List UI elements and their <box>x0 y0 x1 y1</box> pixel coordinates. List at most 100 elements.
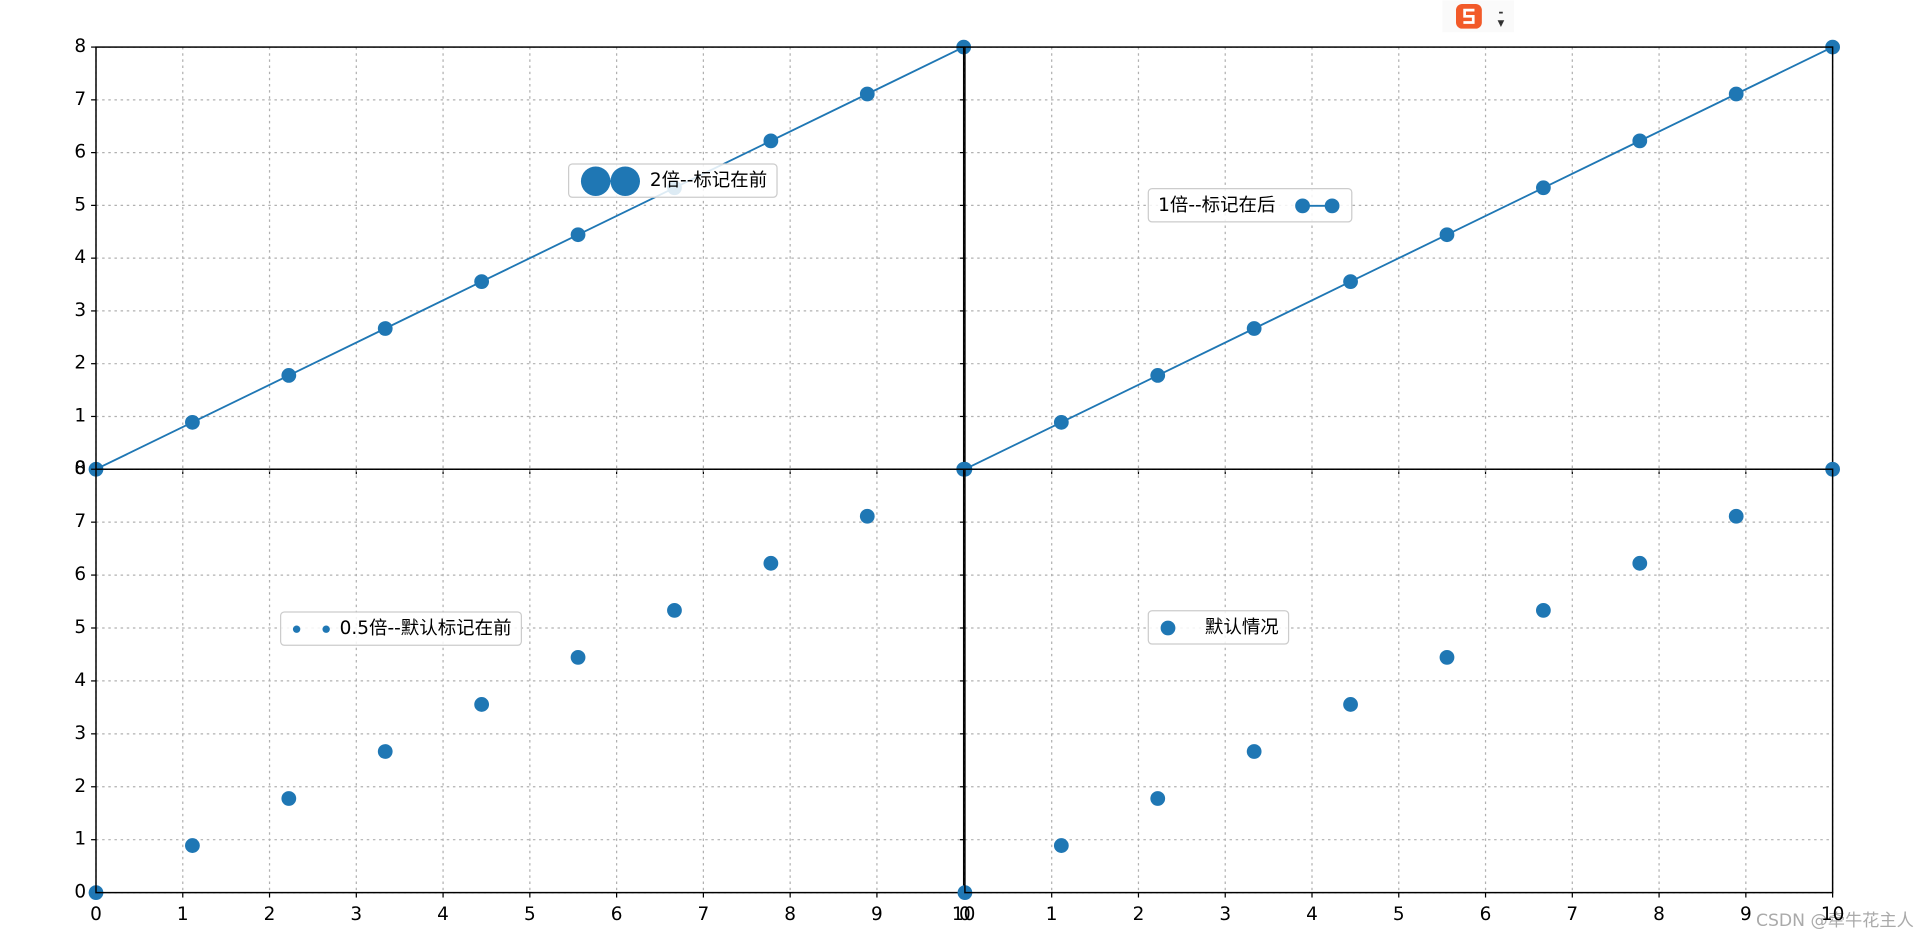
x-tick-label: 7 <box>698 904 710 925</box>
marker <box>377 321 393 336</box>
subplot: 0 1 2 3 4 5 6 7 8 <box>74 36 972 479</box>
legend-frame <box>1147 188 1353 223</box>
marker <box>763 555 779 571</box>
marker <box>281 791 297 806</box>
marker <box>1053 414 1069 430</box>
y-tick-label: 1 <box>74 405 86 426</box>
y-tick-label: 7 <box>74 511 86 532</box>
y-tick-label: 7 <box>74 89 86 110</box>
x-tick-label: 9 <box>1740 904 1752 925</box>
x-tick-label: 10 <box>952 904 975 925</box>
x-tick-label: 9 <box>871 904 883 925</box>
x-tick-label: 0 <box>90 904 102 925</box>
x-tick-label: 4 <box>437 904 449 925</box>
marker <box>667 602 682 618</box>
legend-frame <box>1147 610 1290 645</box>
legend-marker <box>322 625 330 633</box>
legend-marker <box>1295 198 1310 214</box>
marker <box>185 414 200 430</box>
subplot <box>957 39 1840 477</box>
y-tick-label: 2 <box>74 353 86 374</box>
legend-label: 2倍--标记在前 <box>650 170 767 191</box>
marker <box>1053 838 1069 853</box>
y-tick-label: 5 <box>74 617 86 638</box>
marker <box>1536 602 1551 618</box>
y-tick-label: 6 <box>74 142 86 163</box>
legend-marker <box>292 625 301 633</box>
y-tick-label: 2 <box>74 776 86 797</box>
marker <box>859 508 875 524</box>
legend-label: 0.5倍--默认标记在前 <box>340 618 512 639</box>
x-tick-label: 3 <box>350 904 362 925</box>
toolbar-icon[interactable] <box>1442 0 1514 33</box>
legend: 1倍--标记在后 <box>1147 188 1353 223</box>
marker <box>281 368 297 383</box>
line <box>964 46 1834 471</box>
marker <box>474 697 490 712</box>
marker <box>570 227 586 243</box>
x-tick-label: 6 <box>1480 904 1492 925</box>
x-tick-label: 7 <box>1566 904 1578 925</box>
y-tick-label: 6 <box>74 564 86 585</box>
marker <box>1343 697 1358 712</box>
x-tick-label: 2 <box>1133 904 1145 925</box>
y-tick-label: 5 <box>74 194 86 215</box>
y-tick-label: 1 <box>74 829 86 850</box>
watermark: CSDN @牵牛花主人 <box>1756 911 1914 931</box>
legend-label: 1倍--标记在后 <box>1158 195 1275 216</box>
marker <box>1632 555 1648 571</box>
marker <box>1728 508 1744 524</box>
legend-marker <box>1324 198 1340 214</box>
x-tick-label: 8 <box>1653 904 1665 925</box>
subplot: 0 1 2 3 4 5 6 7 8 9 10 <box>957 461 1844 925</box>
x-tick-label: 3 <box>1219 904 1231 925</box>
y-tick-label: 8 <box>74 458 86 479</box>
x-tick-label: 10 <box>1821 904 1844 925</box>
marker <box>859 86 875 102</box>
legend: 默认情况 <box>1147 610 1290 645</box>
y-tick-label: 0 <box>74 882 86 903</box>
logo-glyph <box>1463 8 1475 24</box>
marker <box>474 274 490 289</box>
legend: 2倍--标记在前 <box>568 163 778 198</box>
legend-marker <box>580 166 611 196</box>
marker <box>1246 321 1262 336</box>
x-tick-label: 1 <box>177 904 189 925</box>
marker <box>1343 274 1358 289</box>
y-tick-label: 3 <box>74 300 86 321</box>
marker <box>570 650 586 665</box>
y-tick-label: 4 <box>74 670 86 691</box>
marker <box>1246 744 1262 759</box>
marker <box>1150 368 1166 383</box>
dropdown <box>1497 11 1505 27</box>
x-tick-label: 1 <box>1046 904 1058 925</box>
y-tick-label: 8 <box>74 36 86 57</box>
y-tick-label: 4 <box>74 247 86 268</box>
legend-marker <box>1160 620 1176 636</box>
x-tick-label: 4 <box>1306 904 1318 925</box>
marker <box>763 133 779 149</box>
legend-marker <box>610 166 640 196</box>
x-tick-label: 0 <box>959 904 971 925</box>
x-tick-label: 2 <box>264 904 276 925</box>
legend-frame <box>280 611 522 646</box>
line <box>95 46 965 471</box>
marker <box>1632 133 1648 149</box>
legend: 0.5倍--默认标记在前 <box>280 611 522 646</box>
marker <box>1728 86 1744 102</box>
marker <box>1439 227 1455 243</box>
x-tick-label: 5 <box>1393 904 1405 925</box>
marker <box>1536 180 1551 196</box>
y-tick-label: 0 <box>74 458 86 479</box>
y-tick-label: 3 <box>74 723 86 744</box>
legend-label: 默认情况 <box>1205 617 1279 638</box>
axes-frame <box>964 468 1834 894</box>
x-tick-label: 5 <box>524 904 536 925</box>
x-tick-label: 8 <box>784 904 796 925</box>
marker <box>377 744 393 759</box>
marker <box>1150 791 1166 806</box>
marker <box>1439 650 1455 665</box>
